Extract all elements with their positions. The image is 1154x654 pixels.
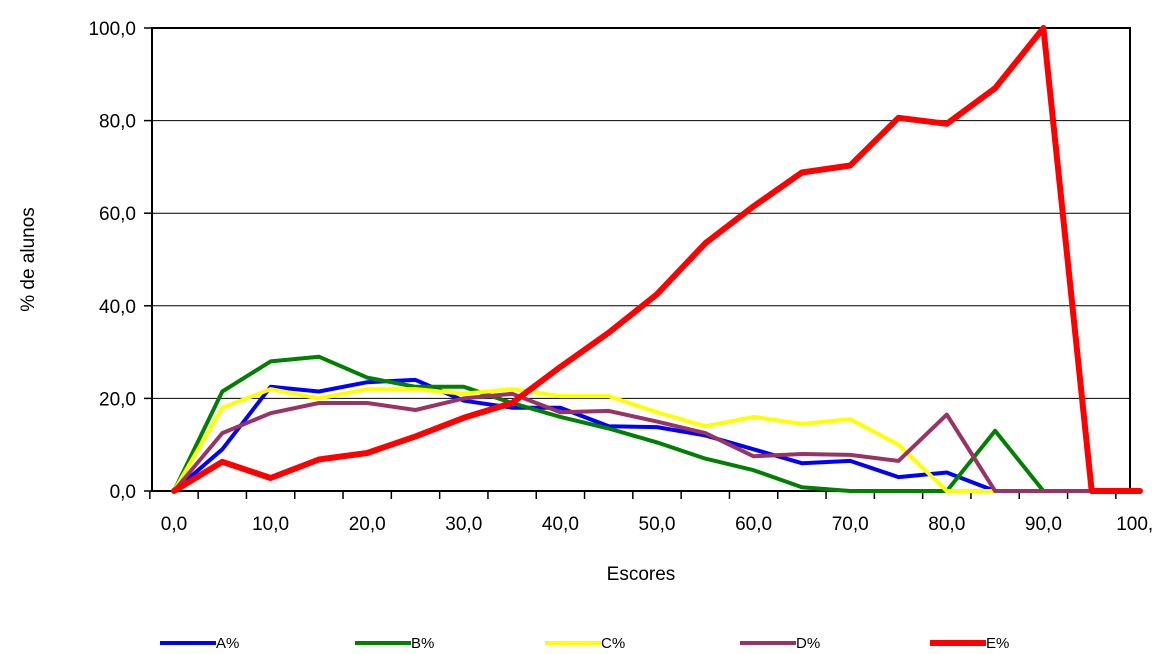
y-tick-label: 0,0	[110, 482, 136, 503]
legend-label: C%	[601, 635, 625, 652]
legend-item-d: D%	[740, 635, 820, 652]
legend-label: B%	[411, 635, 434, 652]
x-tick-label: 40,0	[542, 514, 579, 535]
axes: 0,0 20,0 40,0 60,0 80,0 100,0 0,0 10,0 20,0 30,0 4…	[88, 19, 1154, 535]
gridlines	[152, 120, 1130, 399]
legend-item-c: C%	[545, 635, 625, 652]
legend-label: A%	[216, 635, 239, 652]
y-tick-label: 40,0	[99, 297, 136, 318]
series-line-b	[172, 354, 1046, 493]
legend-item-b: B%	[355, 635, 434, 652]
legend: A% B% C% D% E%	[160, 635, 1009, 652]
x-axis-title: Escores	[607, 564, 676, 585]
x-tick-label: 70,0	[832, 514, 869, 535]
x-tick-label: 20,0	[349, 514, 386, 535]
x-tick-label: 50,0	[639, 514, 676, 535]
y-tick-label: 20,0	[99, 389, 136, 410]
y-axis-title: % de alunos	[18, 207, 39, 312]
x-tick-label: 10,0	[252, 514, 289, 535]
series-lines	[171, 25, 1143, 494]
y-tick-label: 80,0	[99, 112, 136, 133]
x-tick-label: 100,0	[1116, 514, 1154, 535]
x-tick-label: 0,0	[161, 514, 187, 535]
series-line-a	[172, 377, 998, 493]
x-tick-label: 30,0	[445, 514, 482, 535]
legend-item-e: E%	[930, 635, 1009, 652]
y-tick-label: 60,0	[99, 204, 136, 225]
series-line-d	[172, 391, 1094, 493]
series-line-c	[172, 387, 998, 493]
plot-area	[151, 27, 1131, 492]
x-tick-label: 80,0	[928, 514, 965, 535]
legend-item-a: A%	[160, 635, 239, 652]
x-tick-label: 90,0	[1025, 514, 1062, 535]
x-tick-label: 60,0	[735, 514, 772, 535]
y-tick-label: 100,0	[88, 19, 136, 40]
series-line-e	[171, 25, 1143, 494]
legend-label: D%	[796, 635, 820, 652]
legend-label: E%	[986, 635, 1009, 652]
